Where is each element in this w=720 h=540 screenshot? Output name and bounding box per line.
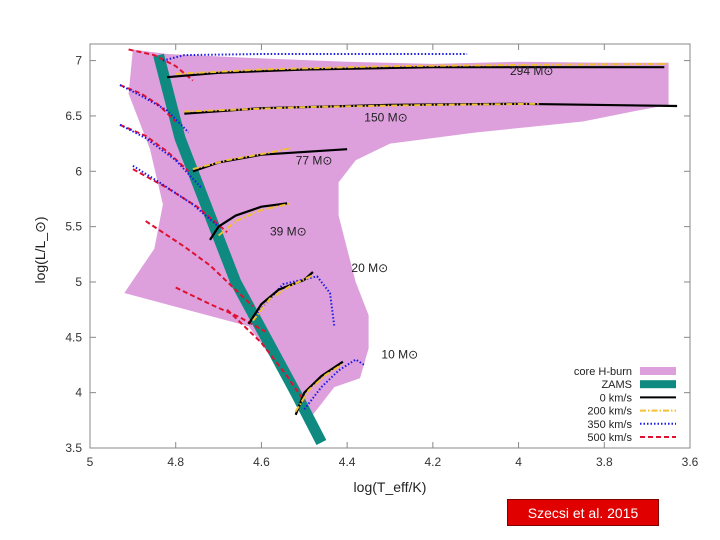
track-line — [294, 363, 344, 413]
track-line — [192, 147, 292, 171]
y-tick-label: 6.5 — [65, 109, 82, 123]
x-tick-label: 4.4 — [339, 455, 356, 469]
mass-label: 39 M⊙ — [270, 224, 307, 238]
track-line — [209, 202, 288, 241]
x-tick-label: 3.8 — [596, 455, 613, 469]
y-tick-label: 7 — [75, 54, 82, 68]
x-tick-label: 4.6 — [253, 455, 270, 469]
mass-label: 294 M⊙ — [510, 64, 553, 78]
mass-labels: 294 M⊙ 150 M⊙ 77 M⊙ 39 M⊙ 20 M⊙ 10 M⊙ — [270, 64, 553, 361]
mass-label: 77 M⊙ — [296, 154, 333, 168]
y-tick-label: 6 — [75, 164, 82, 178]
x-tick-label: 4.8 — [167, 455, 184, 469]
x-ticks: 5 4.8 4.6 4.4 4.2 4 3.8 3.6 — [87, 44, 699, 469]
track-line — [132, 168, 228, 233]
track-line — [303, 358, 365, 410]
zams-line — [153, 53, 327, 446]
legend-swatch — [640, 367, 676, 375]
x-tick-label: 4.2 — [425, 455, 442, 469]
track-line — [119, 123, 203, 189]
y-axis-label: log(L/L_⊙) — [32, 217, 48, 284]
plot-border — [89, 43, 691, 449]
y-tick-label: 4 — [75, 386, 82, 400]
track-line — [167, 66, 665, 79]
legend-label: 200 km/s — [587, 406, 632, 418]
track-line — [119, 123, 190, 173]
track-line — [175, 62, 669, 75]
track-line — [175, 286, 267, 333]
tracks — [119, 48, 678, 416]
legend-swatch — [640, 380, 676, 389]
track-line — [132, 164, 220, 228]
zams-band — [153, 53, 327, 446]
track-line — [217, 202, 292, 237]
plot-frame — [89, 43, 691, 449]
legend-label: 0 km/s — [600, 392, 633, 404]
track-line — [226, 308, 306, 403]
mass-label: 20 M⊙ — [351, 261, 388, 275]
y-tick-label: 5 — [75, 275, 82, 289]
track-line — [184, 102, 541, 113]
y-tick-label: 5.5 — [65, 220, 82, 234]
x-axis-label: log(T_eff/K) — [354, 479, 427, 495]
track-line — [162, 53, 468, 62]
track-line — [252, 275, 336, 327]
legend-label: core H-burn — [574, 366, 632, 378]
x-tick-label: 3.6 — [682, 455, 699, 469]
y-ticks: 3.5 4 4.5 5 5.5 6 6.5 7 — [65, 54, 690, 455]
citation-box: Szecsi et al. 2015 — [507, 499, 659, 526]
y-tick-label: 3.5 — [65, 441, 82, 455]
legend-label: 500 km/s — [587, 432, 632, 444]
track-line — [119, 84, 190, 134]
legend-label: ZAMS — [601, 379, 632, 391]
x-tick-label: 4 — [515, 455, 522, 469]
track-line — [145, 220, 254, 308]
track-line — [252, 274, 314, 322]
mass-label: 10 M⊙ — [381, 347, 418, 361]
y-tick-label: 4.5 — [65, 330, 82, 344]
mass-label: 150 M⊙ — [364, 110, 407, 124]
x-tick-label: 5 — [87, 455, 94, 469]
legend-label: 350 km/s — [587, 419, 632, 431]
